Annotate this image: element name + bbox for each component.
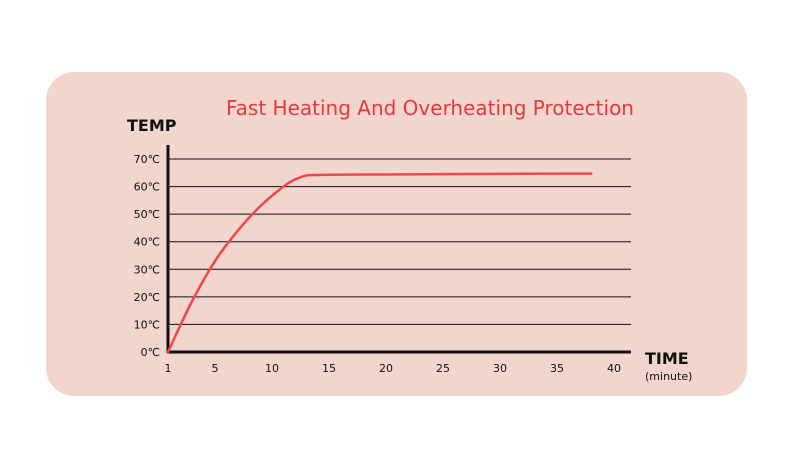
series-line <box>166 172 593 354</box>
y-tick-label: 60℃ <box>134 181 160 194</box>
y-tick-label: 0℃ <box>141 346 160 359</box>
y-axis-label: TEMP <box>127 116 177 135</box>
x-tick-label: 15 <box>322 362 336 375</box>
x-tick-label: 1 <box>165 362 172 375</box>
x-tick-label: 25 <box>436 362 450 375</box>
y-tick-label: 40℃ <box>134 236 160 249</box>
y-tick-label: 50℃ <box>134 208 160 221</box>
y-tick-label: 30℃ <box>134 263 160 276</box>
x-tick-label: 20 <box>379 362 393 375</box>
x-tick-label: 5 <box>212 362 219 375</box>
chart-title: Fast Heating And Overheating Protection <box>226 96 634 120</box>
x-tick-label: 35 <box>550 362 564 375</box>
y-tick-label: 20℃ <box>134 291 160 304</box>
chart-card <box>46 72 747 396</box>
x-tick-label: 40 <box>607 362 621 375</box>
x-axis-label: TIME <box>645 349 689 368</box>
x-tick-label: 10 <box>265 362 279 375</box>
x-tick-label: 30 <box>493 362 507 375</box>
y-tick-label: 70℃ <box>134 153 160 166</box>
x-axis-unit: (minute) <box>645 370 693 383</box>
y-tick-label: 10℃ <box>134 318 160 331</box>
